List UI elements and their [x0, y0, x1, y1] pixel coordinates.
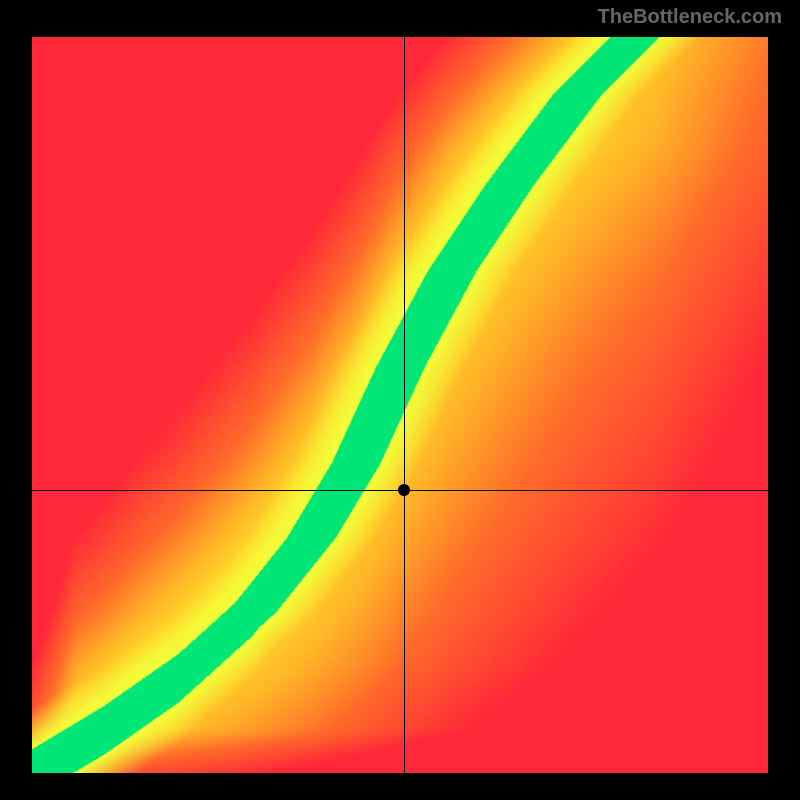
- crosshair-vertical: [404, 35, 405, 775]
- watermark-text: TheBottleneck.com: [598, 6, 782, 29]
- heatmap-plot: [30, 35, 770, 775]
- heatmap-canvas: [30, 35, 770, 775]
- crosshair-marker: [398, 484, 410, 496]
